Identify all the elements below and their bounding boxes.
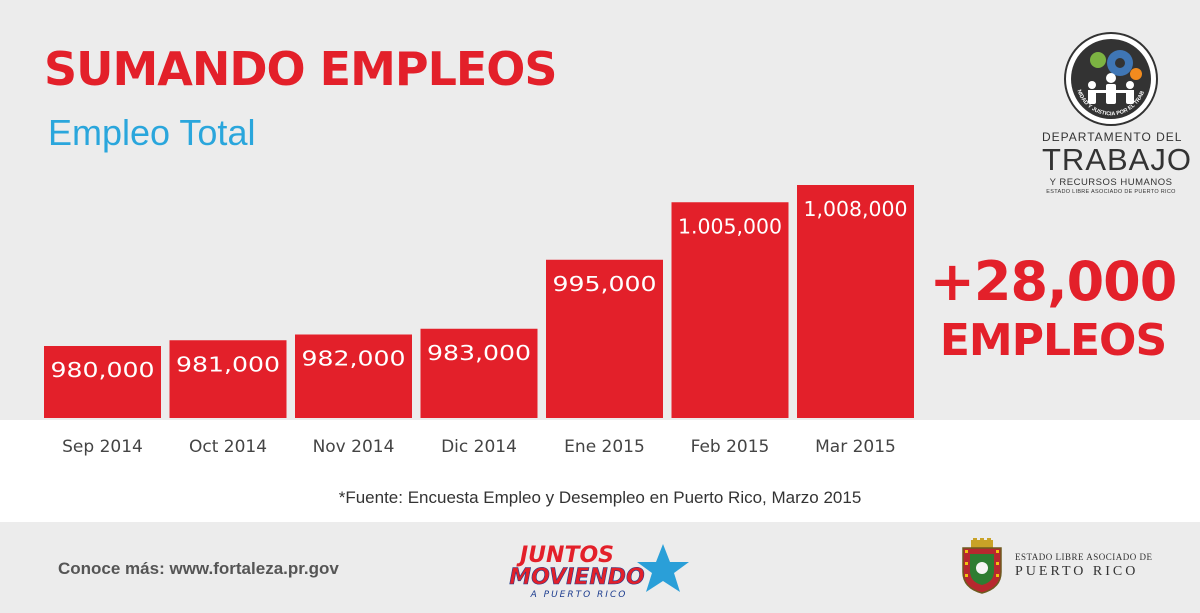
campaign-line-3: A PUERTO RICO bbox=[530, 590, 628, 600]
bar-2 bbox=[295, 334, 412, 418]
axis-band bbox=[0, 420, 1200, 522]
total-gain: +28,000 EMPLEOS bbox=[928, 255, 1178, 363]
bar-1 bbox=[169, 340, 287, 418]
x-tick-label-2: Nov 2014 bbox=[313, 437, 395, 457]
bar-value-label-5: 1.005,000 bbox=[678, 214, 782, 238]
x-tick-label-4: Ene 2015 bbox=[564, 437, 645, 457]
department-line-3: Y RECURSOS HUMANOS bbox=[1049, 176, 1173, 188]
bar-4 bbox=[546, 259, 663, 418]
bar-value-label-1: 981,000 bbox=[176, 352, 280, 376]
department-line-2: TRABAJO bbox=[1042, 142, 1192, 177]
total-gain-label: EMPLEOS bbox=[939, 315, 1167, 366]
department-name: DEPARTAMENTO DEL TRABAJO Y RECURSOS HUMA… bbox=[1042, 130, 1192, 195]
page-subtitle: Empleo Total bbox=[48, 112, 256, 153]
website-link[interactable]: Conoce más: www.fortaleza.pr.gov bbox=[58, 559, 339, 578]
bar-0 bbox=[44, 346, 161, 418]
page-title: SUMANDO EMPLEOS bbox=[44, 42, 558, 96]
department-line-4: ESTADO LIBRE ASOCIADO DE PUERTO RICO bbox=[1046, 188, 1176, 195]
x-tick-label-0: Sep 2014 bbox=[62, 437, 143, 457]
government-name: ESTADO LIBRE ASOCIADO DE PUERTO RICO bbox=[1015, 552, 1153, 580]
campaign-logo: JUNTOS MOVIENDO A PUERTO RICO bbox=[509, 543, 689, 600]
department-line-1: DEPARTAMENTO DEL bbox=[1042, 130, 1183, 144]
x-tick-label-5: Feb 2015 bbox=[691, 437, 770, 457]
bar-value-label-4: 995,000 bbox=[553, 272, 657, 296]
bar-chart: 980,000 Sep 2014 981,000 Oct 2014 982,000 Nov… bbox=[44, 185, 914, 457]
puerto-rico-coat-of-arms bbox=[962, 538, 1002, 594]
bar-value-label-0: 980,000 bbox=[51, 358, 155, 382]
x-tick-label-1: Oct 2014 bbox=[189, 437, 267, 457]
bar-value-label-2: 982,000 bbox=[302, 347, 406, 371]
x-tick-label-6: Mar 2015 bbox=[815, 437, 896, 457]
bar-value-label-6: 1,008,000 bbox=[804, 197, 908, 221]
bar-6 bbox=[797, 185, 914, 418]
campaign-line-2: MOVIENDO bbox=[509, 565, 644, 590]
government-line-1: ESTADO LIBRE ASOCIADO DE bbox=[1015, 552, 1153, 562]
bar-value-label-3: 983,000 bbox=[427, 341, 531, 365]
department-seal-logo: DIGNIDAD Y JUSTICIA POR EL TRABAJO bbox=[1062, 30, 1158, 126]
x-tick-label-3: Dic 2014 bbox=[441, 437, 517, 457]
bar-3 bbox=[420, 328, 538, 418]
source-note: *Fuente: Encuesta Empleo y Desempleo en … bbox=[338, 488, 862, 507]
total-gain-value: +28,000 bbox=[929, 250, 1178, 313]
government-line-2: PUERTO RICO bbox=[1015, 564, 1139, 579]
bar-5 bbox=[671, 202, 789, 418]
campaign-line-1: JUNTOS bbox=[516, 543, 614, 568]
